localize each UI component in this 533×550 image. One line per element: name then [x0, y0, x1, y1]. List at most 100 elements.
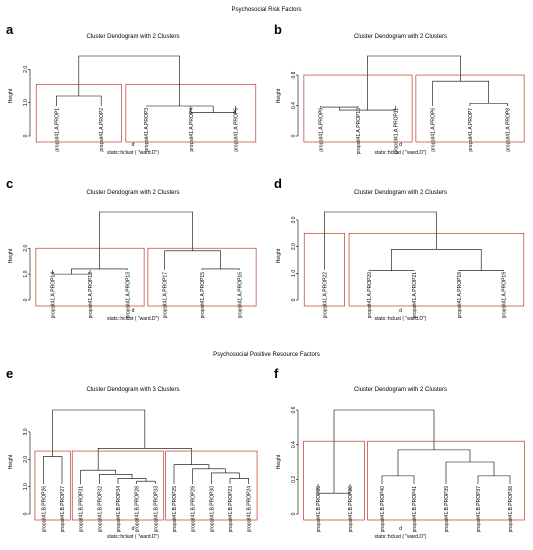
panel-letter-a: a: [6, 22, 14, 37]
dendrogram-svg-d: d Cluster Dendogram with 2 Clusters 0 1.0 2.…: [274, 176, 525, 322]
x-axis-label-e: d: [132, 526, 135, 532]
y-axis-label-a: Height: [8, 88, 14, 103]
panel-title-a: Cluster Dendogram with 2 Clusters: [86, 34, 179, 40]
leaf-label-f-5: propsit41.B.PROP37: [476, 486, 482, 533]
leaf-label-c-2: propsit41.A.PROP13: [125, 272, 131, 319]
leaf-label-b-0: propsit41.A.PROP9: [319, 108, 325, 152]
section-title-risk: Psychosocial Risk Factors: [231, 7, 302, 13]
leaf-label-e-5: propsit41.B.PROP28: [135, 486, 141, 533]
leaf-label-d-0: propsit41.A.PROP22: [322, 272, 328, 319]
leaf-label-e-2: propsit41.B.PROP31: [79, 486, 85, 533]
dendrogram-panel-a: a Cluster Dendogram with 2 Clusters 0 1.0 2.…: [0, 18, 266, 166]
cluster-rect-b-1: [415, 74, 525, 143]
panel-letter-b: b: [274, 22, 282, 37]
merge-link-e-0: [43, 456, 63, 484]
merge-link-c-3: [164, 250, 221, 270]
merge-link-e-1: [136, 480, 156, 484]
y-tick-label-f-1: 0.2: [291, 476, 297, 483]
merge-link-d-1: [458, 270, 504, 271]
y-axis-label-c: Height: [8, 248, 14, 263]
merge-link-b-4: [367, 55, 461, 111]
y-tick-label-f-3: 0.6: [291, 406, 297, 413]
panel-title-f: Cluster Dendogram with 2 Clusters: [354, 387, 447, 393]
y-tick-label-e-0: 0: [23, 512, 29, 515]
leaf-label-c-0: propsit41.A.PROP14: [51, 272, 57, 319]
merge-link-f-4: [397, 449, 471, 476]
y-tick-label-d-3: 3.0: [291, 216, 297, 223]
leaf-label-b-5: propsit41.A.PROP8: [505, 108, 511, 152]
dendrogram-panel-d: d Cluster Dendogram with 2 Clusters 0 1.0 2.…: [268, 172, 533, 334]
panel-letter-f: f: [274, 366, 279, 381]
merge-link-f-3: [445, 461, 495, 484]
y-tick-label-e-2: 2.0: [23, 456, 29, 463]
dendrogram-svg-c: c Cluster Dendogram with 2 Clusters 0 1.0 2.…: [6, 176, 257, 322]
y-axis-label-e: Height: [8, 454, 14, 469]
dendrogram-panel-e: e Cluster Dendogram with 3 Clusters 0 1.0 2.…: [0, 362, 266, 550]
cluster-rect-b-0: [303, 74, 413, 143]
merge-link-f-5: [333, 409, 435, 494]
leaf-label-f-1: propsit41.B.PROP36: [348, 486, 354, 533]
leaf-label-e-11: propsit41.B.PROP24: [247, 486, 253, 533]
y-tick-label-d-1: 1.0: [291, 270, 297, 277]
panel-letter-d: d: [274, 176, 282, 191]
x-axis-sublabel-e: stats::hclust ( "ward.D"): [107, 534, 159, 540]
leaf-label-e-6: propsit41.B.PROP33: [153, 486, 159, 533]
dendrogram-svg-f: f Cluster Dendogram with 2 Clusters 0 0.2 0.…: [274, 366, 525, 540]
cluster-rect-e-1: [71, 450, 165, 521]
leaf-label-e-3: propsit41.B.PROP32: [97, 486, 103, 533]
leaf-label-b-4: propsit41.A.PROP7: [468, 108, 474, 152]
merge-link-c-4: [99, 211, 193, 269]
merge-link-f-0: [317, 484, 351, 494]
merge-link-e-9: [97, 448, 192, 471]
y-tick-label-a-1: 1.0: [23, 99, 29, 106]
y-tick-label-d-2: 2.0: [291, 243, 297, 250]
merge-link-e-4: [80, 469, 116, 484]
x-axis-sublabel-f: stats::hclust ( "ward.D"): [375, 534, 427, 540]
leaf-label-a-0: propsit41.A.PROP1: [54, 108, 60, 152]
merge-link-e-3: [99, 474, 133, 484]
dendrogram-svg-e: e Cluster Dendogram with 3 Clusters 0 1.0 2.…: [6, 366, 258, 540]
cluster-rect-a-1: [125, 83, 257, 143]
x-axis-label-c: d: [132, 308, 135, 314]
y-tick-label-f-2: 0.4: [291, 441, 297, 448]
leaf-label-f-2: propsit41.B.PROP40: [380, 486, 386, 533]
leaf-label-e-0: propsit41.B.PROP26: [41, 486, 47, 533]
panel-title-c: Cluster Dendogram with 2 Clusters: [86, 190, 179, 196]
cluster-rect-d-0: [303, 232, 345, 307]
x-axis-sublabel-a: stats::hclust ( "ward.D"): [107, 150, 159, 156]
cluster-rect-c-0: [35, 247, 145, 307]
cluster-rect-c-1: [147, 247, 257, 307]
merge-link-c-1: [71, 268, 128, 275]
y-tick-label-b-0: 0: [291, 134, 297, 137]
leaf-label-d-4: propsit41.A.PROP19: [502, 272, 508, 319]
y-axis-label-d: Height: [276, 248, 282, 263]
x-axis-label-b: d: [399, 142, 402, 148]
merge-link-e-8: [173, 464, 210, 484]
leaf-label-c-1: propsit41.A.PROP12: [88, 272, 94, 319]
cluster-rect-e-2: [165, 450, 258, 521]
merge-link-e-10: [52, 409, 146, 457]
leaf-label-b-3: propsit41.A.PROP6: [431, 108, 437, 152]
y-tick-label-e-3: 3.0: [23, 428, 29, 435]
merge-link-e-5: [229, 478, 249, 484]
y-tick-label-a-2: 2.0: [23, 66, 29, 73]
leaf-label-d-3: propsit41.A.PROP18: [457, 272, 463, 319]
cluster-rect-a-0: [35, 83, 122, 143]
merge-link-d-3: [324, 211, 437, 270]
merge-link-d-0: [368, 270, 415, 271]
leaf-label-e-8: propsit41.B.PROP29: [191, 486, 197, 533]
y-tick-label-a-0: 0: [23, 134, 29, 137]
leaf-label-c-5: propsit41.A.PROP16: [237, 272, 243, 319]
merge-link-a-2: [146, 105, 214, 113]
y-axis-label-b: Height: [276, 88, 282, 103]
leaf-label-f-0: propsit41.B.PROP35: [316, 486, 322, 533]
y-axis-label-f: Height: [276, 454, 282, 469]
leaf-label-a-2: propsit41.A.PROP3: [144, 108, 150, 152]
dendrogram-panel-b: b Cluster Dendogram with 2 Clusters 0 0.4 0.…: [268, 18, 533, 166]
cluster-rect-f-1: [367, 440, 525, 521]
cluster-rect-f-0: [303, 440, 365, 521]
y-tick-label-c-1: 1.0: [23, 270, 29, 277]
y-tick-label-f-0: 0: [291, 512, 297, 515]
leaf-label-f-3: propsit41.B.PROP41: [412, 486, 418, 533]
dendrogram-svg-b: b Cluster Dendogram with 2 Clusters 0 0.4 0.…: [274, 22, 525, 156]
